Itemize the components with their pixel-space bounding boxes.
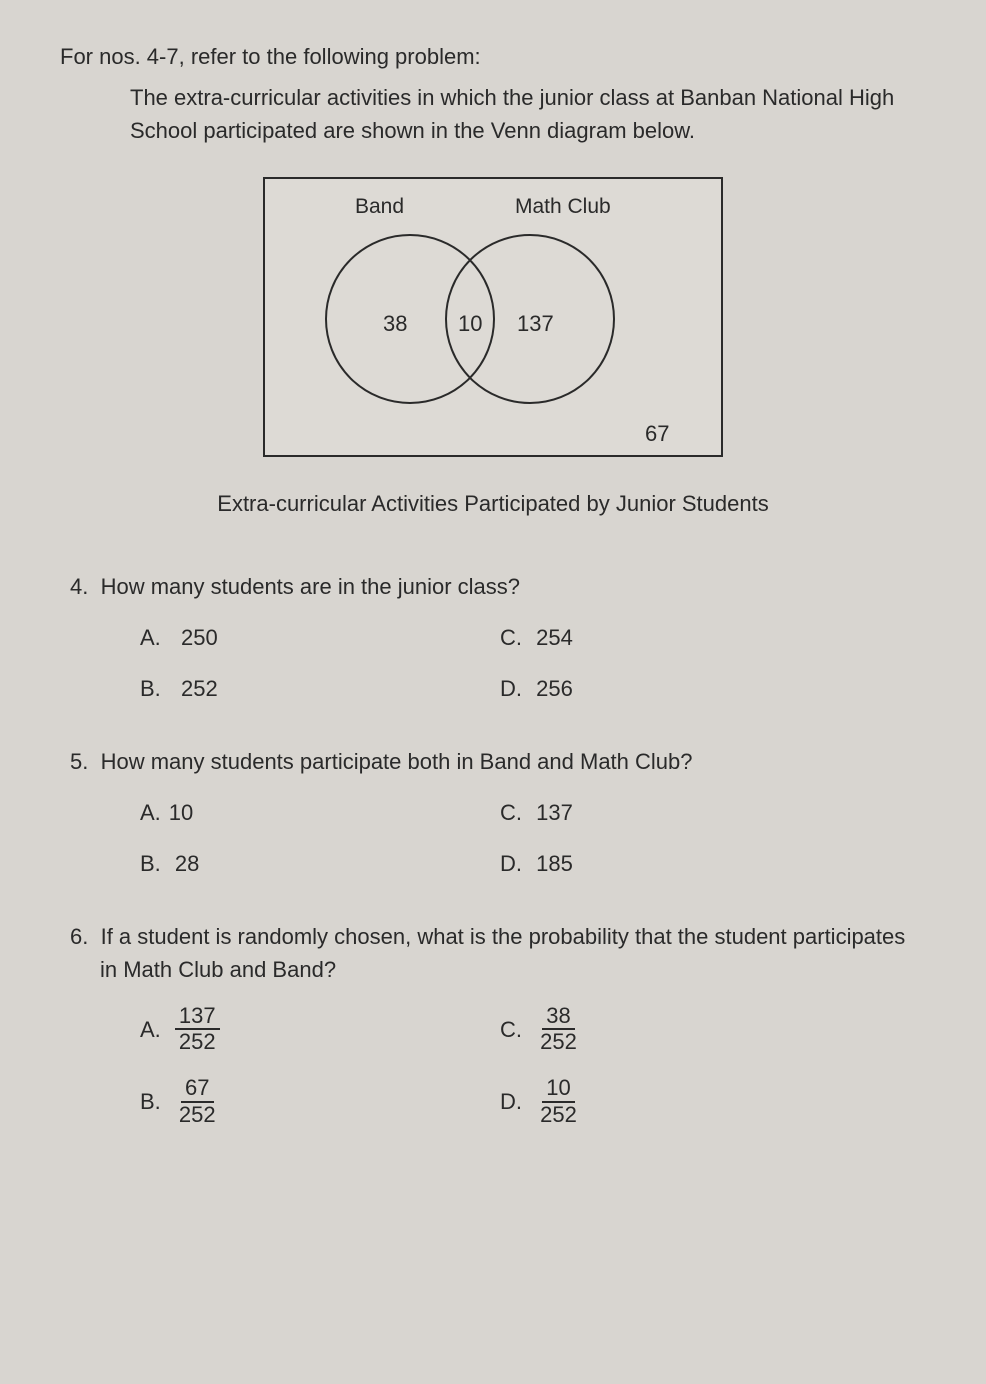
option-d: D. 10252: [500, 1076, 581, 1126]
fraction-numerator: 67: [181, 1076, 213, 1102]
venn-container: Band Math Club 38 10 137 67: [60, 177, 926, 457]
option-b: B. 28: [140, 847, 500, 880]
question-number: 6.: [70, 924, 88, 949]
option-d-fraction: 10252: [536, 1076, 581, 1126]
venn-value-band-only: 38: [383, 307, 407, 340]
option-d: D. 256: [500, 672, 573, 705]
option-b: B. 67252: [140, 1076, 500, 1126]
option-a: A.10: [140, 796, 500, 829]
question-body: How many students participate both in Ba…: [101, 749, 693, 774]
option-a-value: 250: [181, 621, 218, 654]
question-text: 6. If a student is randomly chosen, what…: [100, 920, 926, 986]
question-5: 5. How many students participate both in…: [60, 745, 926, 880]
question-4: 4. How many students are in the junior c…: [60, 570, 926, 705]
question-body: If a student is randomly chosen, what is…: [100, 924, 905, 982]
intro-text: For nos. 4-7, refer to the following pro…: [60, 40, 926, 73]
option-b-value: 28: [175, 847, 199, 880]
fraction-denominator: 252: [175, 1103, 220, 1127]
options-row: A.10 B. 28 C. 137 D. 185: [140, 796, 926, 880]
option-b: B. 252: [140, 672, 500, 705]
option-b-fraction: 67252: [175, 1076, 220, 1126]
options-row: A. 250 B. 252 C. 254 D. 256: [140, 621, 926, 705]
sub-intro-text: The extra-curricular activities in which…: [130, 81, 926, 147]
option-a: A. 250: [140, 621, 500, 654]
venn-value-outside: 67: [645, 417, 669, 450]
question-text: 4. How many students are in the junior c…: [100, 570, 926, 603]
question-text: 5. How many students participate both in…: [100, 745, 926, 778]
venn-value-mathclub-only: 137: [517, 307, 554, 340]
option-a-fraction: 137252: [175, 1004, 220, 1054]
option-c-fraction: 38252: [536, 1004, 581, 1054]
option-a-value: 10: [169, 796, 193, 829]
venn-label-mathclub: Math Club: [515, 191, 611, 223]
venn-caption: Extra-curricular Activities Participated…: [60, 487, 926, 520]
fraction-denominator: 252: [536, 1030, 581, 1054]
question-body: How many students are in the junior clas…: [101, 574, 520, 599]
option-c: C. 137: [500, 796, 573, 829]
fraction-denominator: 252: [175, 1030, 220, 1054]
venn-label-band: Band: [355, 191, 404, 223]
fraction-numerator: 10: [542, 1076, 574, 1102]
fraction-numerator: 137: [175, 1004, 220, 1030]
option-d-value: 256: [536, 672, 573, 705]
fraction-numerator: 38: [542, 1004, 574, 1030]
option-c: C. 38252: [500, 1004, 581, 1054]
option-b-value: 252: [181, 672, 218, 705]
option-a: A. 137252: [140, 1004, 500, 1054]
option-d: D. 185: [500, 847, 573, 880]
venn-diagram: Band Math Club 38 10 137 67: [263, 177, 723, 457]
question-number: 5.: [70, 749, 88, 774]
option-c: C. 254: [500, 621, 573, 654]
option-c-value: 254: [536, 621, 573, 654]
question-6: 6. If a student is randomly chosen, what…: [60, 920, 926, 1127]
option-c-value: 137: [536, 796, 573, 829]
venn-value-intersection: 10: [458, 307, 482, 340]
options-row: A. 137252 B. 67252 C. 38252 D. 10252: [140, 1004, 926, 1127]
question-number: 4.: [70, 574, 88, 599]
fraction-denominator: 252: [536, 1103, 581, 1127]
option-d-value: 185: [536, 847, 573, 880]
